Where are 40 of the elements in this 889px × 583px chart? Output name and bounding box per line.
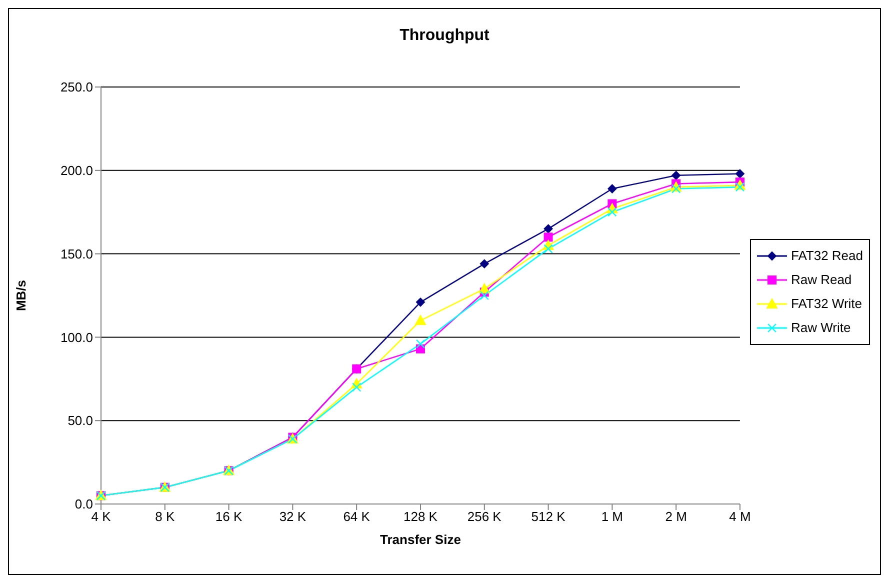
point bbox=[480, 259, 489, 268]
x-tick-label: 4 K bbox=[91, 509, 112, 524]
x-tick-label: 128 K bbox=[403, 509, 438, 524]
point bbox=[416, 339, 426, 348]
legend-label: Raw Read bbox=[790, 272, 852, 287]
y-tick-label: 200.0 bbox=[60, 163, 93, 178]
y-tick-label: 250.0 bbox=[60, 80, 93, 95]
x-tick-label: 16 K bbox=[215, 509, 242, 524]
x-tick-label: 2 M bbox=[665, 509, 687, 524]
y-axis-title: MB/s bbox=[14, 280, 29, 312]
point bbox=[608, 184, 617, 194]
point bbox=[480, 290, 489, 300]
y-tick-label: 150.0 bbox=[60, 246, 93, 262]
point bbox=[672, 170, 681, 180]
legend-label: FAT32 Read bbox=[790, 248, 863, 263]
y-tick-label: 50.0 bbox=[68, 413, 93, 428]
point bbox=[671, 184, 681, 194]
point bbox=[544, 224, 553, 234]
point bbox=[478, 283, 490, 294]
point bbox=[608, 208, 617, 217]
point bbox=[735, 182, 745, 192]
x-tick-label: 32 K bbox=[279, 509, 306, 524]
x-tick-label: 64 K bbox=[343, 509, 370, 524]
point bbox=[544, 232, 553, 242]
x-tick-label: 1 M bbox=[601, 509, 624, 524]
y-tick-label: 0.0 bbox=[74, 496, 93, 512]
legend-label: FAT32 Write bbox=[790, 296, 862, 311]
x-tick-label: 4 M bbox=[729, 509, 751, 524]
chart-title: Throughput bbox=[398, 27, 490, 45]
point bbox=[414, 315, 426, 326]
x-tick-label: 256 K bbox=[467, 509, 502, 524]
point bbox=[735, 169, 744, 178]
x-axis-title: Transfer Size bbox=[380, 532, 461, 547]
point bbox=[416, 298, 425, 307]
y-tick-label: 100.0 bbox=[60, 330, 93, 345]
x-tick-label: 512 K bbox=[531, 509, 566, 524]
legend-label: Raw Write bbox=[790, 320, 851, 335]
point bbox=[544, 244, 553, 254]
point bbox=[352, 382, 362, 392]
x-tick-label: 8 K bbox=[155, 509, 175, 524]
